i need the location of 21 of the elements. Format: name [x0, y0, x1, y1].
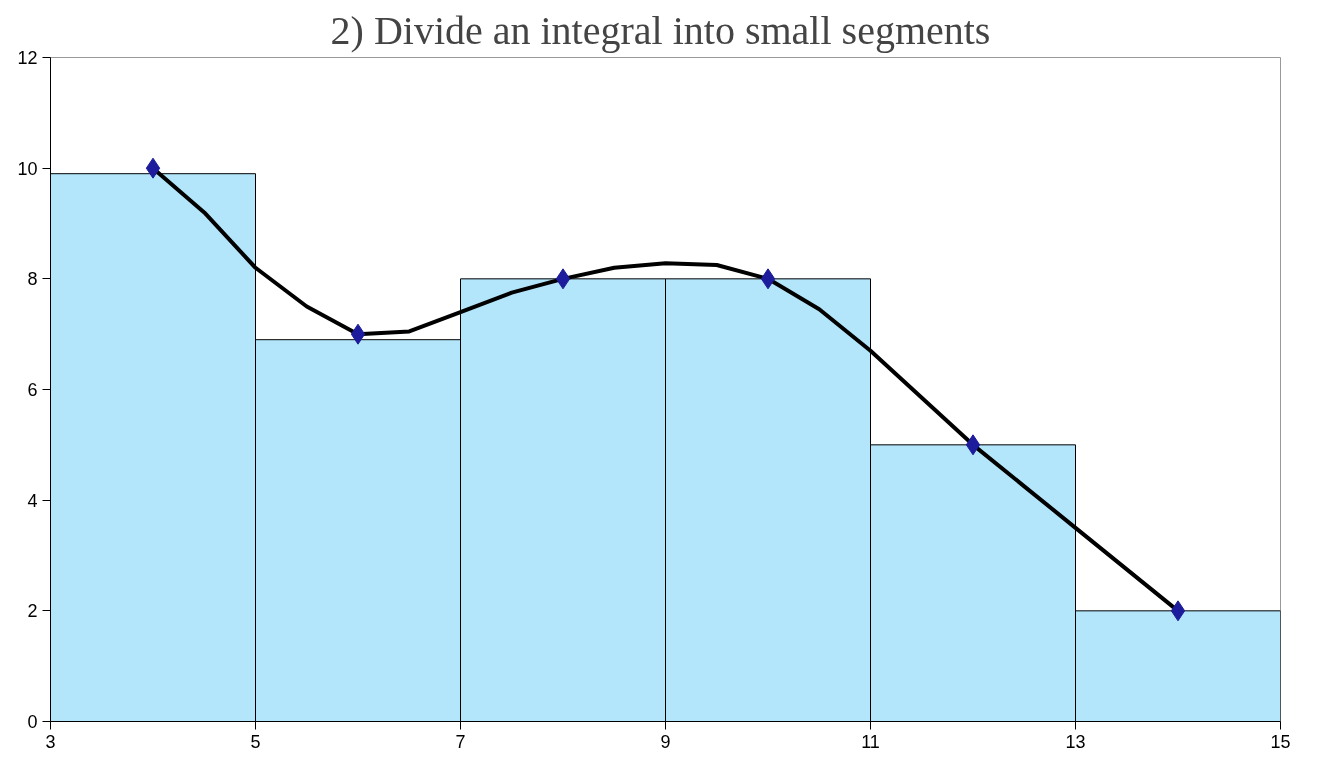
point: [555, 268, 571, 290]
chart-title: 2) Divide an integral into small segments: [330, 7, 991, 53]
point: [1170, 600, 1186, 622]
x-tick-label: 9: [660, 731, 671, 752]
y-tick-label: 8: [27, 269, 38, 290]
y-tick-label: 10: [17, 158, 38, 179]
point: [145, 157, 161, 179]
x-tick-label: 7: [455, 731, 466, 752]
x-tick-label: 5: [250, 731, 261, 752]
x-tick-label: 13: [1065, 731, 1086, 752]
x-tick-label: 11: [861, 731, 880, 752]
point: [350, 323, 366, 345]
y-tick-label: 2: [27, 601, 38, 622]
x-tick-label: 3: [45, 731, 56, 752]
x-tick-label: 15: [1270, 731, 1291, 752]
y-tick-label: 0: [27, 712, 38, 732]
y-tick-label: 6: [27, 380, 38, 400]
point: [760, 268, 776, 290]
y-tick-label: 12: [17, 48, 38, 68]
point: [965, 434, 981, 456]
y-tick-label: 4: [27, 490, 38, 511]
